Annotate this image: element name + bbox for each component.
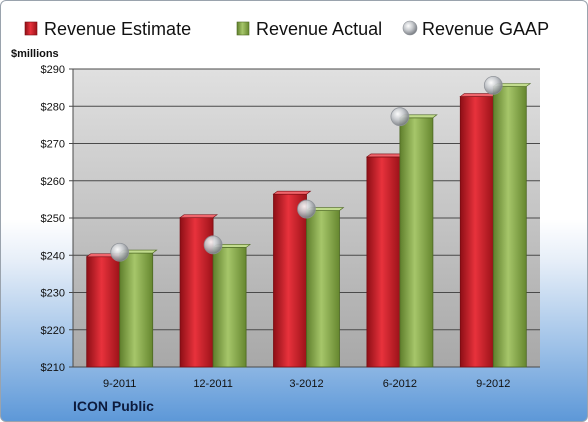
marker-revenue-gaap: [483, 75, 503, 95]
bar-revenue-actual: [212, 244, 252, 368]
y-tick-label: $230: [41, 288, 65, 300]
y-tick-label: $270: [41, 139, 65, 151]
x-tick-label: 3-2012: [289, 378, 323, 390]
bar-revenue-actual: [305, 207, 345, 368]
company-name: ICON Public: [73, 398, 154, 414]
legend-label: Revenue Estimate: [44, 19, 191, 39]
bar-revenue-actual: [492, 83, 532, 368]
marker-revenue-gaap: [390, 107, 410, 127]
gaap-markers: [110, 75, 503, 262]
y-tick-label: $220: [41, 325, 65, 337]
y-tick-label: $290: [41, 64, 65, 76]
bar-revenue-estimate: [459, 93, 499, 368]
bars: [85, 83, 532, 368]
legend-swatch: [24, 21, 38, 36]
y-axis-unit-label: $millions: [11, 48, 59, 60]
bar-revenue-actual: [118, 249, 158, 368]
x-tick-label: 9-2012: [476, 378, 510, 390]
bar-revenue-estimate: [85, 253, 125, 368]
y-tick-label: $210: [41, 362, 65, 374]
legend-label: Revenue Actual: [256, 19, 382, 39]
y-tick-label: $260: [41, 176, 65, 188]
y-tick-label: $250: [41, 213, 65, 225]
x-axis-ticks: 9-2011 12-2011 3-2012 6-2012 9-2012: [103, 378, 510, 390]
legend-item: Revenue Estimate: [24, 19, 191, 39]
legend-item: Revenue Actual: [236, 19, 382, 39]
legend-item: Revenue GAAP: [402, 19, 549, 39]
bar-revenue-estimate: [365, 153, 405, 368]
marker-revenue-gaap: [110, 242, 130, 262]
x-tick-label: 6-2012: [383, 378, 417, 390]
y-axis-ticks: $210 $220 $230 $240 $250 $260 $270 $280 $290: [41, 64, 65, 374]
marker-revenue-gaap: [203, 235, 223, 255]
marker-revenue-gaap: [297, 199, 316, 219]
legend-label: Revenue GAAP: [422, 19, 549, 39]
bar-revenue-actual: [398, 114, 438, 368]
x-tick-label: 12-2011: [193, 378, 233, 390]
y-tick-label: $240: [41, 250, 65, 262]
x-tick-label: 9-2011: [103, 378, 136, 390]
bar-revenue-estimate: [272, 190, 312, 368]
y-tick-label: $280: [41, 101, 65, 113]
legend: Revenue Estimate Revenue Actual Revenue GA…: [24, 19, 549, 39]
legend-swatch: [236, 21, 250, 36]
legend-swatch: [402, 20, 418, 36]
